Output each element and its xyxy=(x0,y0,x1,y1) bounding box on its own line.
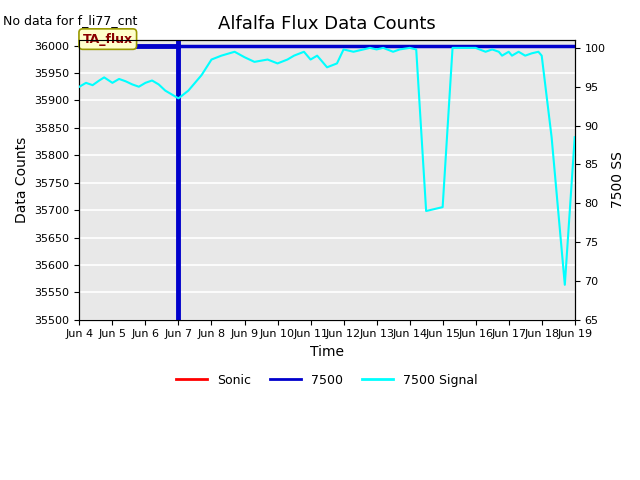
X-axis label: Time: Time xyxy=(310,345,344,359)
Y-axis label: 7500 SS: 7500 SS xyxy=(611,152,625,208)
Text: TA_flux: TA_flux xyxy=(83,33,133,46)
Y-axis label: Data Counts: Data Counts xyxy=(15,137,29,223)
Title: Alfalfa Flux Data Counts: Alfalfa Flux Data Counts xyxy=(218,15,436,33)
Text: No data for f_li77_cnt: No data for f_li77_cnt xyxy=(3,14,138,27)
Legend: Sonic, 7500, 7500 Signal: Sonic, 7500, 7500 Signal xyxy=(171,369,483,392)
